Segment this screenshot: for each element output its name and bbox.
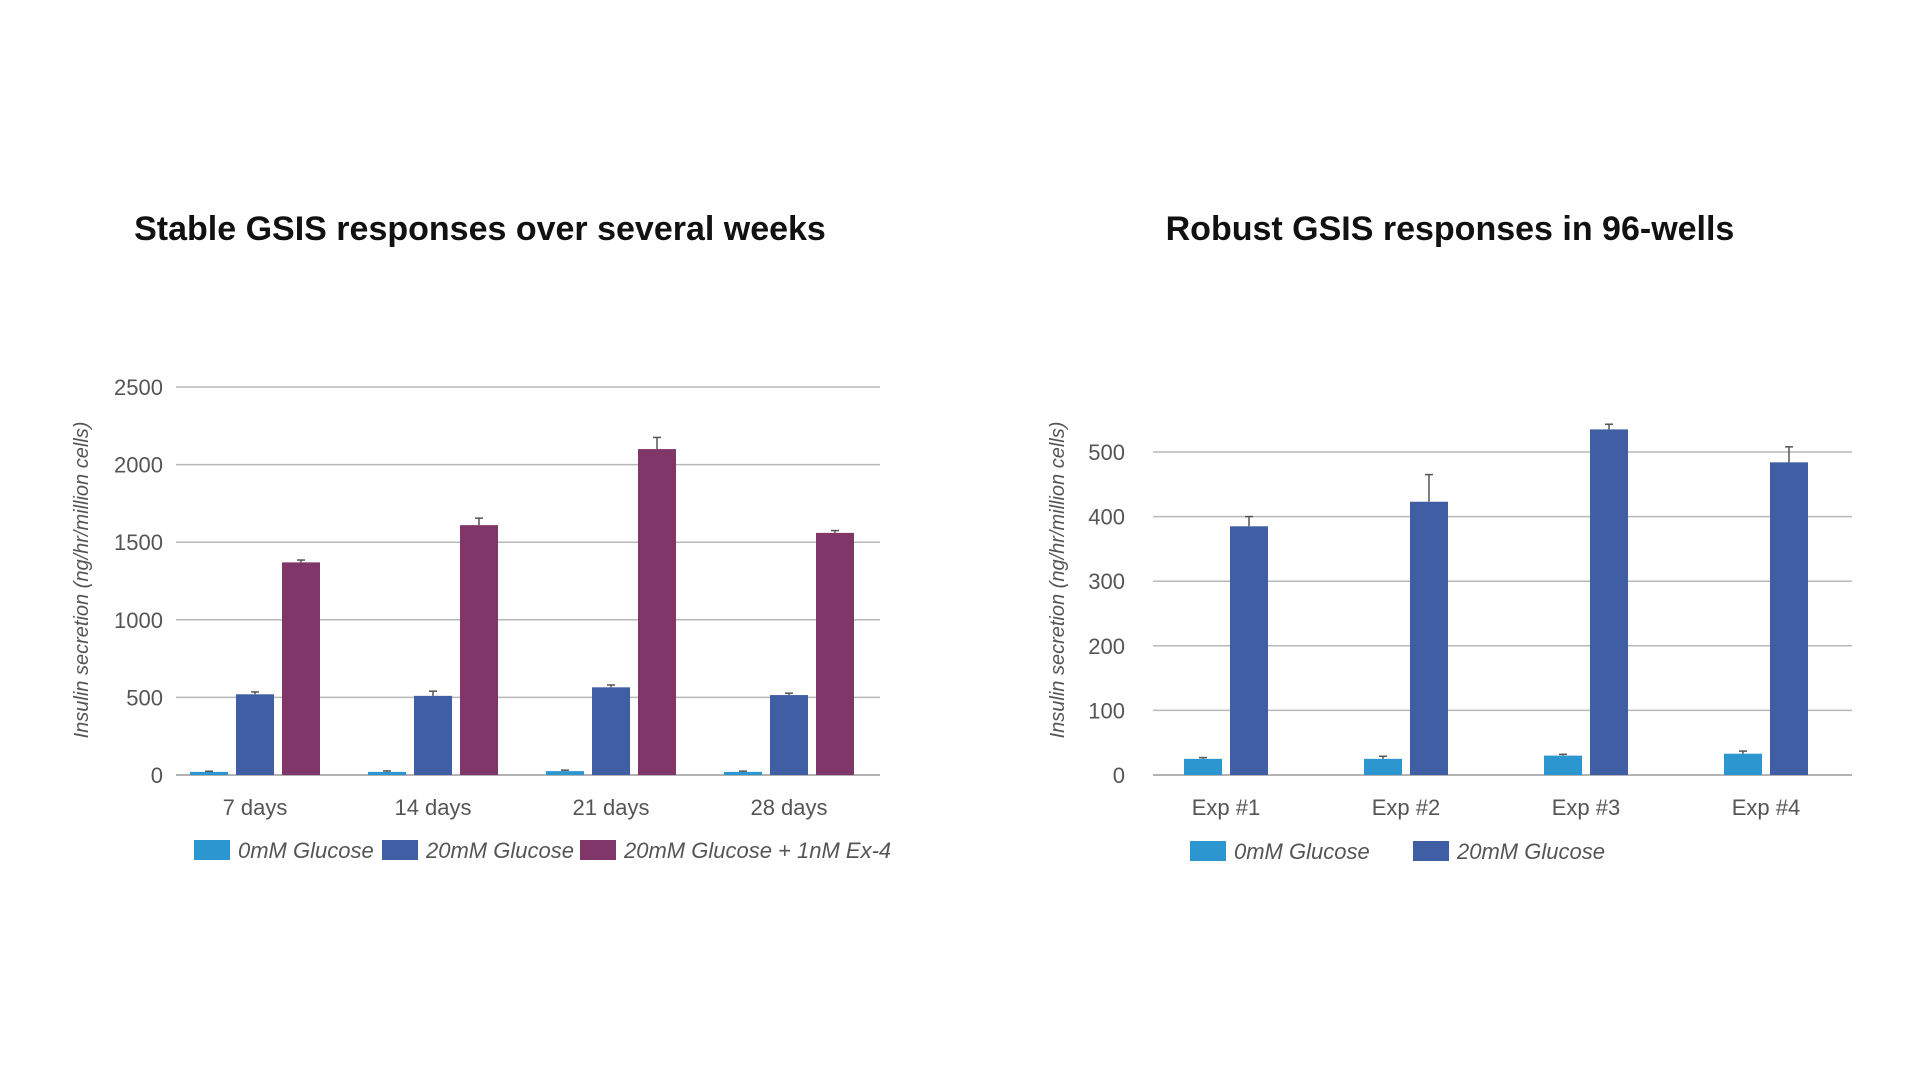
y-tick-label: 1000 <box>114 608 163 633</box>
legend-swatch <box>580 840 616 860</box>
y-axis-title: Insulin secretion (ng/hr/million cells) <box>1047 422 1069 739</box>
legend-swatch <box>382 840 418 860</box>
category-label: 28 days <box>750 795 827 820</box>
y-tick-label: 300 <box>1088 569 1125 594</box>
legend-label: 0mM Glucose <box>238 838 374 863</box>
bar-1 <box>190 771 228 775</box>
bar-1 <box>1364 758 1402 775</box>
bar-1 <box>368 771 406 775</box>
legend-swatch <box>1413 841 1449 861</box>
bar-2 <box>414 695 452 775</box>
legend-swatch <box>194 840 230 860</box>
legend-label: 0mM Glucose <box>1234 839 1370 864</box>
bar-1 <box>724 771 762 775</box>
y-axis-title: Insulin secretion (ng/hr/million cells) <box>71 422 93 739</box>
y-tick-label: 500 <box>126 685 163 710</box>
y-tick-label: 100 <box>1088 698 1125 723</box>
legend-swatch <box>1190 841 1226 861</box>
legend-label: 20mM Glucose <box>1456 839 1605 864</box>
bar-3 <box>282 562 320 775</box>
bar-3 <box>816 532 854 775</box>
y-tick-label: 2000 <box>114 453 163 478</box>
category-label: Exp #4 <box>1732 795 1801 820</box>
bar-1 <box>1184 758 1222 775</box>
bar-2 <box>236 694 274 775</box>
legend-label: 20mM Glucose <box>425 838 574 863</box>
bar-1 <box>1724 753 1762 775</box>
bar-1 <box>546 771 584 775</box>
bar-2 <box>1230 526 1268 775</box>
bar-2 <box>592 687 630 775</box>
y-tick-label: 400 <box>1088 505 1125 530</box>
y-tick-label: 0 <box>1113 763 1125 788</box>
y-tick-label: 200 <box>1088 634 1125 659</box>
y-tick-label: 2500 <box>114 375 163 400</box>
category-label: Exp #1 <box>1192 795 1261 820</box>
y-tick-label: 0 <box>151 763 163 788</box>
category-label: Exp #2 <box>1372 795 1441 820</box>
category-label: 14 days <box>394 795 471 820</box>
chart-title-weeks: Stable GSIS responses over several weeks <box>134 210 826 248</box>
bar-3 <box>638 449 676 775</box>
bar-3 <box>460 525 498 775</box>
category-label: 21 days <box>572 795 649 820</box>
category-label: Exp #3 <box>1552 795 1621 820</box>
bar-1 <box>1544 755 1582 775</box>
bar-2 <box>1770 462 1808 775</box>
chart-title-96-wells: Robust GSIS responses in 96-wells <box>1165 210 1735 248</box>
bar-2 <box>770 695 808 775</box>
y-tick-label: 500 <box>1088 440 1125 465</box>
y-tick-label: 1500 <box>114 530 163 555</box>
legend-label: 20mM Glucose + 1nM Ex-4 <box>623 838 891 863</box>
bar-2 <box>1590 429 1628 775</box>
bar-2 <box>1410 501 1448 775</box>
category-label: 7 days <box>223 795 288 820</box>
